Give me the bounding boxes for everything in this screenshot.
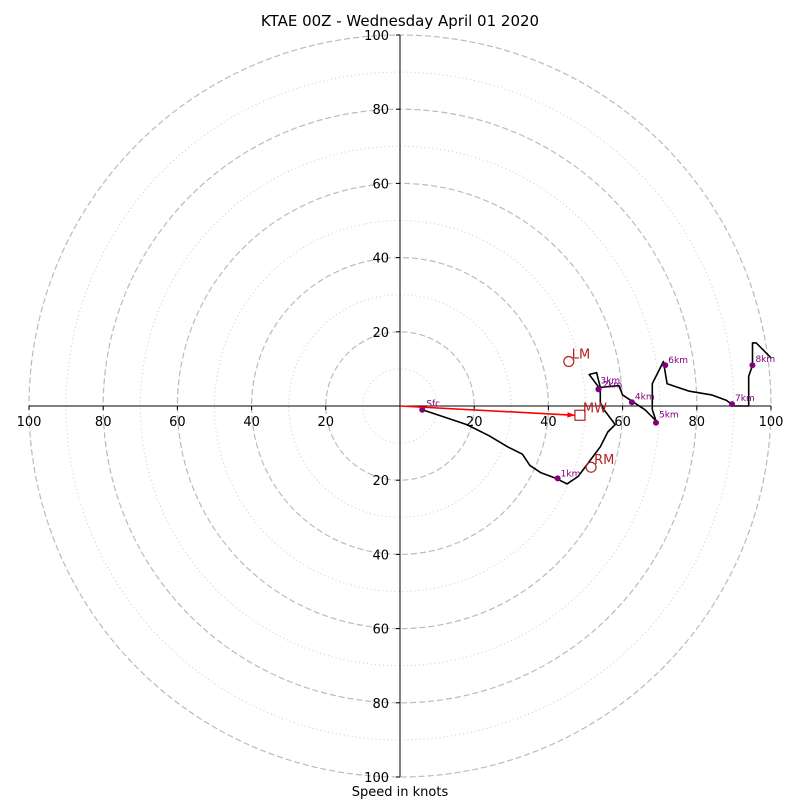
- height-marker-label: Sfc: [426, 400, 440, 410]
- right-mover-marker: [585, 461, 597, 473]
- y-tick-label: 80: [372, 697, 389, 712]
- height-marker-label: 5km: [659, 411, 679, 421]
- y-tick-label: 100: [364, 771, 389, 786]
- height-marker-dot: [749, 362, 756, 369]
- x-tick-label: 80: [689, 415, 706, 430]
- y-tick-label: 60: [372, 623, 389, 638]
- y-tick-label: 40: [372, 548, 389, 563]
- x-tick-label: 100: [17, 415, 42, 430]
- x-tick-label: 80: [95, 415, 112, 430]
- x-axis-label: Speed in knots: [352, 785, 449, 800]
- mean-wind-marker: [574, 409, 586, 421]
- height-marker-dot: [662, 362, 669, 369]
- height-marker-label: 2km: [602, 380, 622, 390]
- height-marker-label: 4km: [635, 392, 655, 402]
- height-marker-label: 1km: [561, 469, 581, 479]
- chart-title: KTAE 00Z - Wednesday April 01 2020: [261, 12, 539, 30]
- x-tick-label: 20: [318, 415, 335, 430]
- y-tick-label: 20: [372, 326, 389, 341]
- right-mover-label: RM: [594, 453, 614, 468]
- x-tick-label: 100: [759, 415, 784, 430]
- height-marker-dot: [595, 386, 602, 393]
- height-marker-dot: [419, 406, 426, 413]
- x-tick-label: 40: [243, 415, 260, 430]
- height-marker-label: 6km: [668, 356, 688, 366]
- hodograph-trace: [422, 342, 772, 485]
- x-tick-label: 60: [169, 415, 186, 430]
- left-mover-label: LM: [572, 347, 590, 362]
- height-marker-label: 7km: [735, 394, 755, 404]
- x-tick-label: 60: [614, 415, 631, 430]
- y-tick-label: 20: [372, 474, 389, 489]
- shear-vector-line: [399, 405, 575, 417]
- mean-wind-label: MW: [583, 401, 607, 416]
- height-marker-label: 8km: [755, 355, 775, 365]
- height-marker-label: 3km: [600, 376, 620, 386]
- storm-motion-markers: LM RM MW: [399, 347, 614, 473]
- x-tick-label: 40: [540, 415, 557, 430]
- hodograph-trace-group: [422, 342, 772, 485]
- y-tick-label: 40: [372, 252, 389, 267]
- height-marker-dot: [652, 419, 659, 426]
- y-tick-label: 100: [364, 29, 389, 44]
- height-marker-dot: [729, 401, 736, 408]
- left-mover-marker: [563, 355, 575, 368]
- shear-vector-arrowhead: [567, 412, 575, 418]
- height-marker-dot: [554, 475, 561, 482]
- y-tick-label: 60: [372, 177, 389, 192]
- tick-labels: 100 80 60 40 20 20 40 60 80 100100806040202040608…: [17, 29, 784, 786]
- height-marker-dot: [628, 399, 635, 406]
- y-tick-label: 80: [372, 103, 389, 118]
